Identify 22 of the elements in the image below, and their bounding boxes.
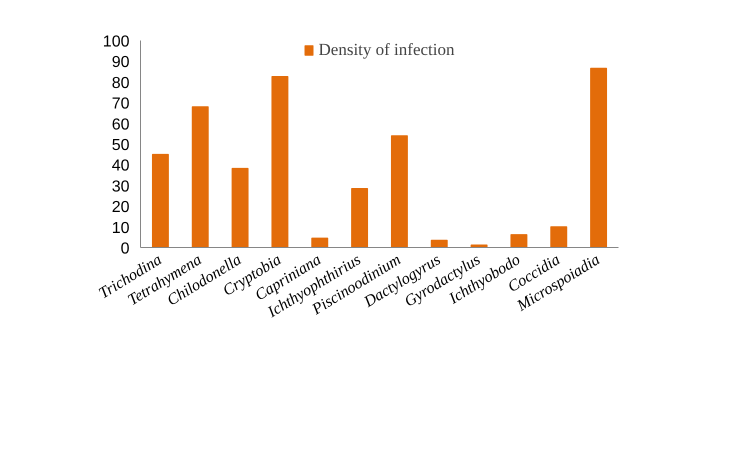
y-tick-label: 20: [112, 199, 130, 216]
bar: [390, 135, 408, 248]
y-tick-label: 70: [112, 96, 130, 113]
y-tick-label: 60: [112, 116, 130, 134]
y-tick-label: 40: [112, 158, 130, 175]
bar: [590, 68, 608, 248]
y-tick-label: 10: [112, 220, 130, 237]
bar: [351, 188, 368, 248]
y-tick-label: 100: [102, 34, 130, 50]
y-tick-label: 80: [112, 74, 130, 92]
bar: [232, 168, 249, 248]
legend-label: Density of infection: [318, 40, 454, 60]
bar: [550, 226, 568, 248]
y-tick-label: 30: [112, 178, 130, 196]
y-tick-label: 50: [112, 137, 130, 154]
y-tick-label: 0: [120, 240, 130, 258]
bar: [311, 238, 328, 248]
y-tick-label: 90: [112, 54, 130, 72]
bar: [192, 106, 209, 248]
bar: [271, 76, 288, 248]
bar: [510, 234, 528, 248]
bar: [152, 154, 169, 248]
